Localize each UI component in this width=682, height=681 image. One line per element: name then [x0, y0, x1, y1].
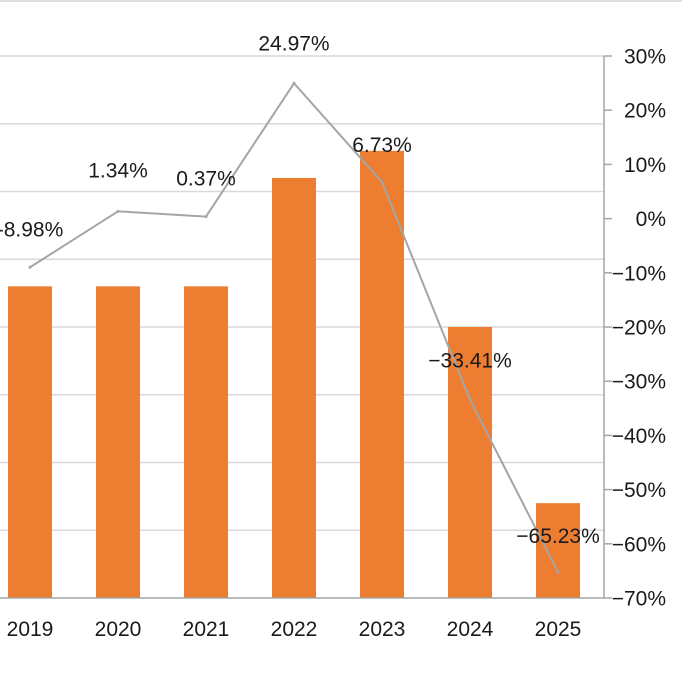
right-tick-label: 10%: [624, 154, 666, 177]
bar-2024: [448, 327, 492, 598]
data-label-2020: 1.34%: [88, 159, 148, 182]
growth-point-2023: [380, 180, 384, 184]
right-tick-label: 30%: [624, 46, 666, 69]
growth-line-series: [28, 81, 560, 574]
right-tick-label: −70%: [612, 588, 666, 611]
bar-series: [8, 150, 580, 598]
axes: 2019 2020 2021 2022 2023 2024 2025 30% 20% 10% 0% −…: [0, 46, 666, 641]
bar-2022: [272, 177, 316, 598]
data-label-2025: −65.23%: [516, 525, 600, 548]
data-labels: -8.98% 1.34% 0.37% 24.97% 6.73% −33.41% −65.23…: [0, 32, 600, 548]
x-tick-label: 2022: [271, 618, 318, 641]
data-label-2022: 24.97%: [258, 32, 329, 55]
data-label-2024: −33.41%: [428, 350, 512, 373]
x-tick-label: 2023: [359, 618, 406, 641]
data-label-2021: 0.37%: [176, 168, 236, 191]
growth-point-2019: [28, 265, 32, 269]
right-tick-label: 0%: [636, 208, 666, 231]
x-tick-label: 2019: [7, 618, 54, 641]
x-tick-label: 2025: [535, 618, 582, 641]
growth-point-2024: [468, 398, 472, 402]
bar-2021: [184, 286, 228, 598]
bar-2023: [360, 150, 404, 598]
growth-point-2022: [292, 81, 296, 85]
right-tick-label: −20%: [612, 317, 666, 340]
right-tick-label: −10%: [612, 262, 666, 285]
growth-point-2020: [116, 209, 120, 213]
x-tick-label: 2024: [447, 618, 494, 641]
right-tick-label: −40%: [612, 425, 666, 448]
growth-point-2025: [556, 570, 560, 574]
right-tick-label: −60%: [612, 533, 666, 556]
growth-point-2021: [204, 215, 208, 219]
right-tick-label: −30%: [612, 371, 666, 394]
bar-2020: [96, 286, 140, 598]
bar-2019: [8, 286, 52, 598]
x-tick-label: 2021: [183, 618, 230, 641]
data-label-2019: -8.98%: [0, 218, 63, 241]
x-tick-label: 2020: [95, 618, 142, 641]
bar-2025: [536, 503, 580, 598]
data-label-2023: 6.73%: [352, 134, 412, 157]
right-tick-label: 20%: [624, 100, 666, 123]
right-tick-label: −50%: [612, 479, 666, 502]
